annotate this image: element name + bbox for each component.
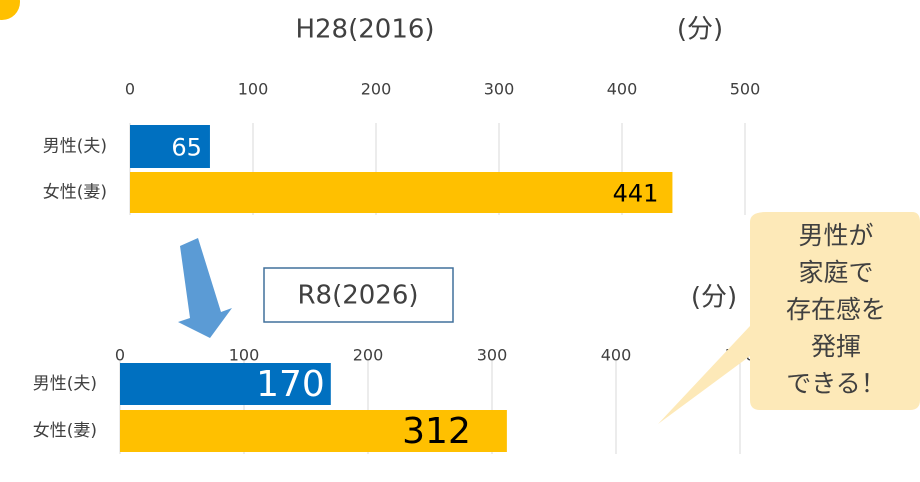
x-tick-label: 500	[730, 80, 761, 99]
x-tick-label: 100	[238, 80, 269, 99]
x-tick-label: 400	[607, 80, 638, 99]
arrow	[178, 238, 232, 338]
value-label: 170	[256, 364, 325, 405]
x-tick-label: 100	[229, 346, 260, 365]
value-label: 312	[402, 411, 471, 452]
callout-text: 家庭で	[798, 258, 873, 287]
bar	[120, 410, 507, 452]
unit-label: (分)	[691, 283, 737, 313]
value-label: 65	[171, 134, 202, 162]
x-tick-label: 300	[477, 346, 508, 365]
corner-decoration	[0, 0, 20, 20]
callout-bubble	[658, 212, 920, 424]
bar	[130, 172, 673, 213]
callout-text: できる！	[786, 369, 886, 398]
unit-label: (分)	[677, 15, 723, 45]
callout-text: 存在感を	[786, 295, 886, 324]
category-label: 女性(妻)	[43, 183, 107, 203]
value-label: 441	[613, 180, 659, 208]
x-tick-label: 300	[484, 80, 515, 99]
callout-text: 発揮	[811, 332, 861, 361]
bar	[130, 125, 210, 168]
bar	[120, 363, 331, 405]
x-tick-label: 0	[125, 80, 135, 99]
x-tick-label: 0	[115, 346, 125, 365]
category-label: 女性(妻)	[33, 421, 97, 441]
callout-text: 男性が	[798, 221, 873, 250]
category-label: 男性(夫)	[43, 137, 107, 157]
category-label: 男性(夫)	[33, 374, 97, 394]
x-tick-label: 400	[601, 346, 632, 365]
x-tick-label: 200	[353, 346, 384, 365]
chart-title: H28(2016)	[295, 15, 434, 45]
x-tick-label: 200	[361, 80, 392, 99]
chart-title: R8(2026)	[297, 281, 418, 311]
title-box	[263, 267, 454, 323]
